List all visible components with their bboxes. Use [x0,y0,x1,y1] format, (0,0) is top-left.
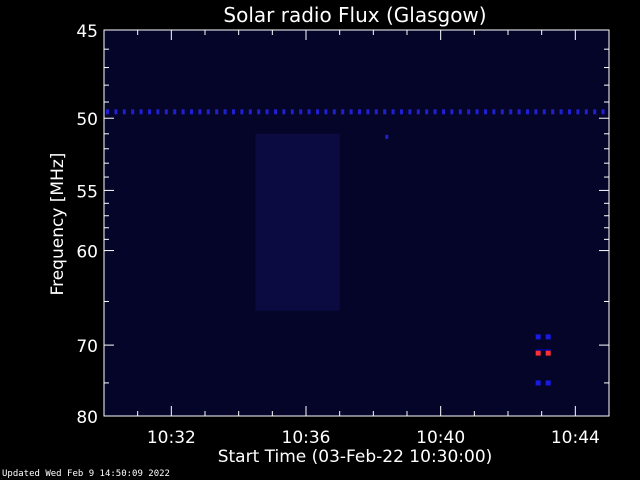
interference-line-segment [324,109,328,115]
interference-line-segment [190,109,193,115]
interference-line-segment [551,109,555,115]
interference-line-segment [358,109,361,115]
interference-line-segment [559,109,563,115]
burst-point [545,334,551,340]
plot-area [104,30,609,416]
x-tick-label: 10:36 [282,428,331,448]
interference-line-segment [148,109,151,115]
burst-point [535,380,541,386]
interference-line-segment [568,109,571,115]
interference-line-segment [290,109,294,115]
plot-frame [103,29,610,417]
interference-line-segment [106,109,109,115]
interference-line-segment [257,109,261,115]
y-tick-label: 50 [76,110,98,130]
interference-line-segment [265,109,269,115]
x-axis: 10:32 10:36 10:40 10:44 [103,30,610,448]
x-axis-label: Start Time (03-Feb-22 10:30:00) [218,447,493,467]
y-tick-label: 45 [76,22,98,42]
y-tick-label: 60 [76,243,98,263]
interference-line-segment [475,109,479,115]
interference-line-segment [458,109,462,115]
interference-line-segment [131,109,135,115]
interference-line-segment [450,109,454,115]
y-axis: 45 50 55 60 70 80 [76,22,609,428]
interference-line-segment [526,109,529,115]
interference-line-segment [316,109,319,115]
interference-line-segment [366,109,370,115]
interference-line-segment [332,109,336,115]
interference-line-segment [433,109,437,115]
interference-line-segment [341,109,345,115]
burst-halo [535,349,552,351]
interference-line-segment [517,109,521,115]
interference-line-segment [215,109,219,115]
interference-line-segment [425,109,429,115]
interference-line-segment [509,109,513,115]
burst-point [545,380,551,386]
chart-title: Solar radio Flux (Glasgow) [223,3,486,27]
spectrogram-features [106,109,605,386]
interference-line-segment [198,109,202,115]
interference-line-segment [416,109,420,115]
interference-line-segment [181,109,185,115]
interference-line-segment [576,109,580,115]
interference-line-segment [391,109,395,115]
burst-peak-point [535,350,541,356]
interference-line-segment [593,109,597,115]
interference-line-segment [542,109,546,115]
interference-line-segment [467,109,471,115]
interference-line-segment [206,109,210,115]
interference-line-segment [240,109,244,115]
x-tick-label: 10:32 [147,428,196,448]
interference-line-segment [164,109,168,115]
interference-line-segment [248,109,252,115]
interference-line-segment [349,109,353,115]
interference-line-segment [484,109,487,115]
burst-point [535,334,541,340]
y-tick-label: 80 [76,408,98,428]
interference-line-segment [442,109,445,115]
interference-line-segment [139,109,143,115]
updated-timestamp: Updated Wed Feb 9 14:50:09 2022 [2,469,170,479]
interference-line-segment [156,109,160,115]
interference-line-segment [307,109,311,115]
interference-line-segment [534,109,538,115]
interference-line-segment [274,109,277,115]
burst-peak-point [545,350,551,356]
interference-line-segment [173,109,177,115]
interference-line-segment [232,109,235,115]
interference-line-segment [584,109,588,115]
interference-line-segment [492,109,496,115]
y-axis-label: Frequency [MHz] [48,153,68,296]
interference-line-segment [601,109,605,115]
interference-line-segment [500,109,504,115]
interference-line-segment [374,109,378,115]
x-tick-label: 10:44 [551,428,600,448]
low-intensity-patch [255,133,340,311]
interference-line-segment [383,109,387,115]
interference-line-segment [408,109,412,115]
interference-line-segment [400,109,403,115]
y-tick-label: 55 [76,182,98,202]
spike-point [385,134,389,139]
interference-line-segment [282,109,286,115]
interference-line-segment [299,109,303,115]
interference-line-segment [114,109,118,115]
x-tick-label: 10:40 [416,428,465,448]
interference-line-segment [122,109,126,115]
y-tick-label: 70 [76,337,98,357]
interference-line-segment [223,109,227,115]
